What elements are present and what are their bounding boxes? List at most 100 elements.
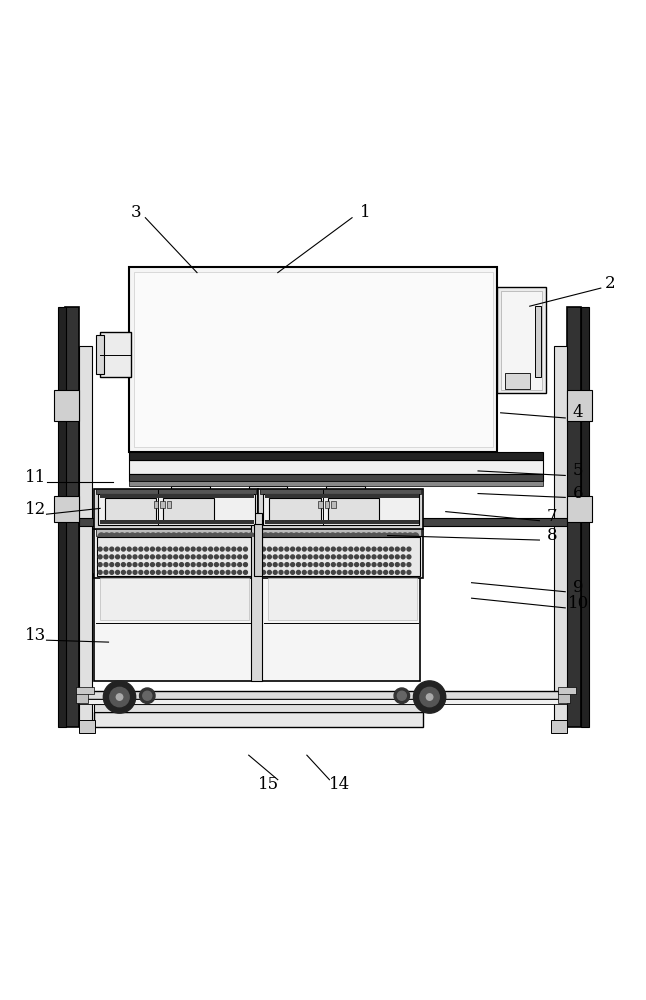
Circle shape [384, 547, 388, 551]
Circle shape [360, 555, 364, 559]
Circle shape [127, 570, 131, 574]
Bar [98, 494, 255, 525]
Circle shape [302, 570, 306, 574]
Circle shape [302, 547, 306, 551]
Bar [129, 267, 497, 452]
Wedge shape [293, 533, 300, 536]
Bar [129, 452, 543, 460]
Circle shape [331, 547, 335, 551]
Circle shape [214, 555, 218, 559]
Circle shape [413, 681, 446, 713]
Bar [261, 537, 420, 576]
Bar [262, 574, 420, 681]
Wedge shape [109, 533, 115, 536]
Wedge shape [360, 533, 367, 536]
Circle shape [244, 563, 247, 567]
Circle shape [238, 547, 242, 551]
Wedge shape [171, 533, 177, 536]
Circle shape [244, 555, 247, 559]
Circle shape [145, 547, 149, 551]
Circle shape [285, 547, 289, 551]
Circle shape [326, 555, 329, 559]
Circle shape [180, 555, 183, 559]
Wedge shape [103, 533, 110, 536]
Circle shape [162, 555, 166, 559]
Circle shape [214, 570, 218, 574]
Circle shape [133, 555, 137, 559]
Circle shape [238, 570, 242, 574]
Circle shape [267, 570, 271, 574]
Bar [65, 307, 79, 727]
Circle shape [214, 547, 218, 551]
Bar [58, 307, 66, 727]
Circle shape [297, 555, 300, 559]
Bar [326, 486, 365, 521]
Circle shape [143, 691, 152, 700]
Bar [79, 720, 95, 733]
Wedge shape [262, 533, 269, 536]
Bar [100, 332, 131, 377]
Wedge shape [134, 533, 141, 536]
Bar [567, 390, 592, 421]
Wedge shape [124, 533, 130, 536]
Circle shape [279, 563, 283, 567]
Bar [258, 489, 423, 529]
Bar [79, 691, 567, 699]
Circle shape [291, 555, 295, 559]
Bar [54, 496, 79, 522]
Wedge shape [340, 533, 346, 536]
Bar [97, 537, 256, 576]
Wedge shape [222, 533, 229, 536]
Circle shape [209, 547, 213, 551]
Circle shape [273, 563, 277, 567]
Circle shape [291, 570, 295, 574]
Circle shape [133, 563, 137, 567]
Text: 5: 5 [573, 462, 583, 479]
Circle shape [191, 555, 195, 559]
Bar [268, 578, 417, 620]
Text: 9: 9 [573, 579, 583, 596]
Circle shape [390, 547, 393, 551]
Bar [249, 486, 287, 521]
Bar [79, 518, 567, 526]
Wedge shape [324, 533, 331, 536]
Circle shape [279, 547, 283, 551]
Circle shape [180, 547, 183, 551]
Circle shape [343, 570, 347, 574]
Bar [265, 494, 419, 498]
Bar [265, 520, 419, 524]
Circle shape [174, 563, 178, 567]
Circle shape [262, 547, 266, 551]
Bar [96, 335, 104, 374]
Circle shape [262, 555, 266, 559]
Circle shape [343, 555, 347, 559]
Bar [501, 291, 542, 390]
Wedge shape [233, 533, 239, 536]
Circle shape [110, 687, 129, 707]
Bar [163, 498, 214, 521]
Bar [581, 307, 589, 727]
Circle shape [401, 555, 405, 559]
Circle shape [145, 555, 149, 559]
Circle shape [360, 547, 364, 551]
Circle shape [360, 570, 364, 574]
Circle shape [220, 547, 224, 551]
Wedge shape [335, 533, 341, 536]
Circle shape [262, 570, 266, 574]
Circle shape [390, 570, 393, 574]
Circle shape [168, 555, 172, 559]
Circle shape [314, 547, 318, 551]
Bar [129, 460, 543, 474]
Bar [94, 574, 252, 681]
Circle shape [378, 555, 382, 559]
Text: 1: 1 [360, 204, 370, 221]
Text: 2: 2 [605, 275, 616, 292]
Circle shape [226, 563, 230, 567]
Bar [325, 501, 329, 508]
Circle shape [401, 547, 405, 551]
Circle shape [232, 547, 236, 551]
Circle shape [337, 570, 341, 574]
Wedge shape [350, 533, 357, 536]
Bar [567, 307, 581, 727]
Circle shape [139, 547, 143, 551]
